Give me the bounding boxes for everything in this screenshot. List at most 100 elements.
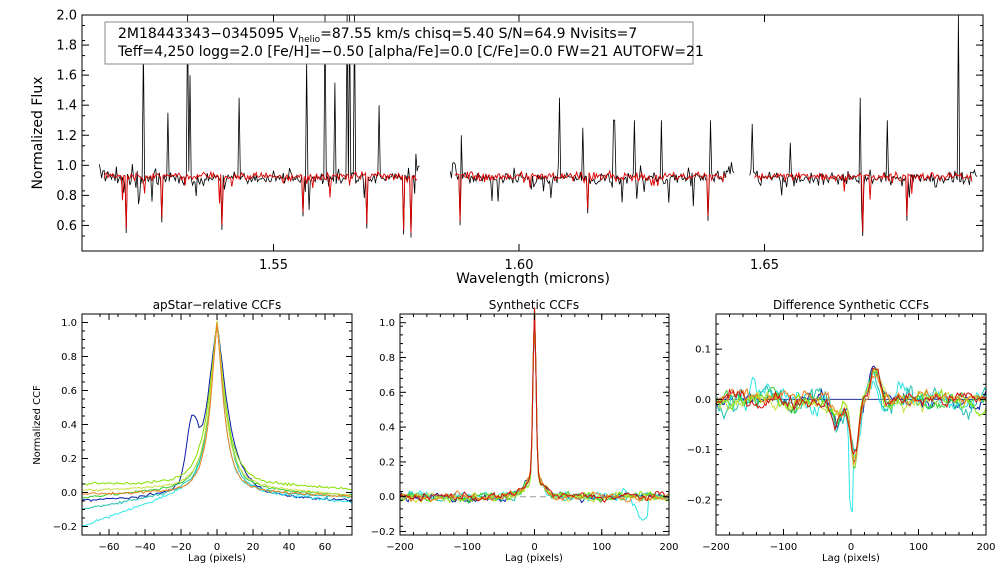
apstar-ccf-line-teal xyxy=(81,321,353,510)
x-tick-label: 1.65 xyxy=(750,258,779,273)
y-tick-label: 0.0 xyxy=(695,395,711,406)
synthetic-ccf-series xyxy=(399,307,670,521)
apstar-ccf-line-cyan xyxy=(81,322,353,528)
synthetic-ccf-frame xyxy=(399,313,670,536)
apstar-ccf-line-yellowgreen xyxy=(81,320,352,498)
apstar-ccf-series xyxy=(81,320,353,528)
x-tick-label: 40 xyxy=(283,542,296,553)
y-tick-label: −0.2 xyxy=(371,527,395,538)
difference-ccf-line-cyan xyxy=(715,376,987,513)
y-tick-label: 1.2 xyxy=(56,129,77,144)
y-tick-label: 0.4 xyxy=(379,423,395,434)
x-tick-label: 200 xyxy=(976,542,995,553)
spectrum-xlabel: Wavelength (microns) xyxy=(456,271,610,287)
x-tick-label: 60 xyxy=(319,542,332,553)
apstar-ccf-line-green xyxy=(81,322,353,499)
x-tick-label: −200 xyxy=(702,542,729,553)
x-tick-label: −60 xyxy=(98,542,119,553)
difference-ccf-series xyxy=(715,365,987,513)
x-tick-label: 200 xyxy=(659,542,678,553)
synthetic-ccf-panel: Synthetic CCFs −200 −100 0 100 200 −0.2 0.0 0.2… xyxy=(371,298,679,564)
apstar-ccf-line-lime xyxy=(81,321,353,491)
y-tick-label: 0.2 xyxy=(379,457,395,468)
spectrum-frame xyxy=(81,14,984,252)
synthetic-ccf-line-blue xyxy=(399,314,670,504)
spectrum-ylabel: Normalized Flux xyxy=(30,77,46,190)
apstar-ccf-line-orange xyxy=(81,322,353,498)
synthetic-ccf-line-yellowgreen xyxy=(399,308,670,504)
y-tick-label: 2.0 xyxy=(56,9,77,24)
spectrum-annotation-box: 2M18443343−0345095 Vhelio=87.55 km/s chi… xyxy=(104,21,704,65)
synthetic-ccf-title: Synthetic CCFs xyxy=(489,298,579,312)
y-tick-label: 0.2 xyxy=(61,454,77,465)
synthetic-ccf-xlabel: Lag (pixels) xyxy=(505,553,563,564)
synthetic-ccf-line-teal xyxy=(399,308,670,503)
apstar-ccf-title: apStar−relative CCFs xyxy=(153,298,282,312)
synthetic-ccf-line-lime xyxy=(399,310,670,504)
difference-ccf-axes: −200 −100 0 100 200 −0.2 −0.1 0.0 0.1 xyxy=(687,313,996,553)
spectrum-axes: 1.55 1.60 1.65 0.6 0.8 1.0 1.2 1.4 1.6 1.8 2.0 xyxy=(56,9,983,273)
y-tick-label: 1.4 xyxy=(56,99,77,114)
apstar-ccf-line-blue xyxy=(81,322,353,502)
y-tick-label: 1.0 xyxy=(379,318,395,329)
spectrum-panel: 1.55 1.60 1.65 0.6 0.8 1.0 1.2 1.4 1.6 1.8 2.0 2M1… xyxy=(30,9,984,287)
x-tick-label: 0 xyxy=(848,542,854,553)
apstar-ccf-axes: −60 −40 −20 0 20 40 60 −0.2 0.0 0.2 0.4 0.6 0.8 1.0 xyxy=(53,314,353,553)
difference-ccf-frame xyxy=(715,313,987,536)
apstar-ccf-xlabel: Lag (pixels) xyxy=(188,553,246,564)
y-tick-label: 0.8 xyxy=(61,352,77,363)
difference-ccf-line-orange xyxy=(715,373,987,466)
y-tick-label: 0.4 xyxy=(61,420,77,431)
y-tick-label: −0.2 xyxy=(53,522,77,533)
synthetic-ccf-axes: −200 −100 0 100 200 −0.2 0.0 0.2 0.4 0.6 0.8 1.0 xyxy=(371,314,679,553)
x-tick-label: −20 xyxy=(170,542,191,553)
y-tick-label: 0.6 xyxy=(61,386,77,397)
difference-ccf-line-red xyxy=(715,367,987,455)
y-tick-label: 0.0 xyxy=(379,492,395,503)
synthetic-ccf-line-green xyxy=(399,307,670,505)
x-tick-label: −200 xyxy=(386,542,413,553)
x-tick-label: 0 xyxy=(214,542,220,553)
apstar-ccf-panel: apStar−relative CCFs −60 −40 −20 0 20 40 60 −0.… xyxy=(32,298,353,564)
annotation-line2: Teff=4,250 logg=2.0 [Fe/H]=−0.50 [alpha/… xyxy=(117,44,704,60)
y-tick-label: 1.0 xyxy=(56,159,77,174)
y-tick-label: 1.8 xyxy=(56,39,77,54)
difference-ccf-panel: Difference Synthetic CCFs −200 −100 0 100 20… xyxy=(687,298,996,564)
annotation-line1-rest: =87.55 km/s chisq=5.40 S/N=64.9 Nvisits=… xyxy=(320,26,637,42)
x-tick-label: 100 xyxy=(909,542,928,553)
annotation-v: V xyxy=(289,26,299,42)
y-tick-label: 1.0 xyxy=(61,318,77,329)
difference-ccf-title: Difference Synthetic CCFs xyxy=(773,298,929,312)
apstar-ccf-ylabel: Normalized CCF xyxy=(32,385,43,465)
synthetic-ccf-line-orange xyxy=(399,307,670,503)
y-tick-label: −0.1 xyxy=(687,445,711,456)
y-tick-label: 0.0 xyxy=(61,488,77,499)
synthetic-ccf-line-cyan xyxy=(399,310,670,521)
y-tick-label: 0.8 xyxy=(56,189,77,204)
x-tick-label: 20 xyxy=(247,542,260,553)
y-tick-label: 1.6 xyxy=(56,69,77,84)
spectrum-series xyxy=(98,14,978,238)
synthetic-ccf-line-red xyxy=(399,307,670,503)
y-tick-label: −0.2 xyxy=(687,495,711,506)
y-tick-label: 0.8 xyxy=(379,353,395,364)
model-spectrum-chip-3 xyxy=(754,170,973,232)
x-tick-label: 1.60 xyxy=(505,258,534,273)
y-tick-label: 0.6 xyxy=(379,388,395,399)
x-tick-label: 1.55 xyxy=(259,258,288,273)
x-tick-label: −40 xyxy=(134,542,155,553)
x-tick-label: 0 xyxy=(531,542,537,553)
annotation-star-id: 2M18443343−0345095 xyxy=(118,26,284,42)
x-tick-label: −100 xyxy=(770,542,797,553)
observed-spectrum-chip-2 xyxy=(449,97,735,226)
svg-text:2M18443343−0345095 Vhelio=87.5: 2M18443343−0345095 Vhelio=87.55 km/s chi… xyxy=(118,26,637,45)
annotation-v-subscript: helio xyxy=(298,35,320,45)
difference-ccf-line-yellowgreen xyxy=(715,366,987,467)
x-tick-label: −100 xyxy=(454,542,481,553)
difference-ccf-xlabel: Lag (pixels) xyxy=(822,553,880,564)
x-tick-label: 100 xyxy=(592,542,611,553)
model-spectrum-chip-1 xyxy=(103,170,418,234)
difference-ccf-line-green xyxy=(715,367,987,469)
y-tick-label: 0.6 xyxy=(56,219,77,234)
